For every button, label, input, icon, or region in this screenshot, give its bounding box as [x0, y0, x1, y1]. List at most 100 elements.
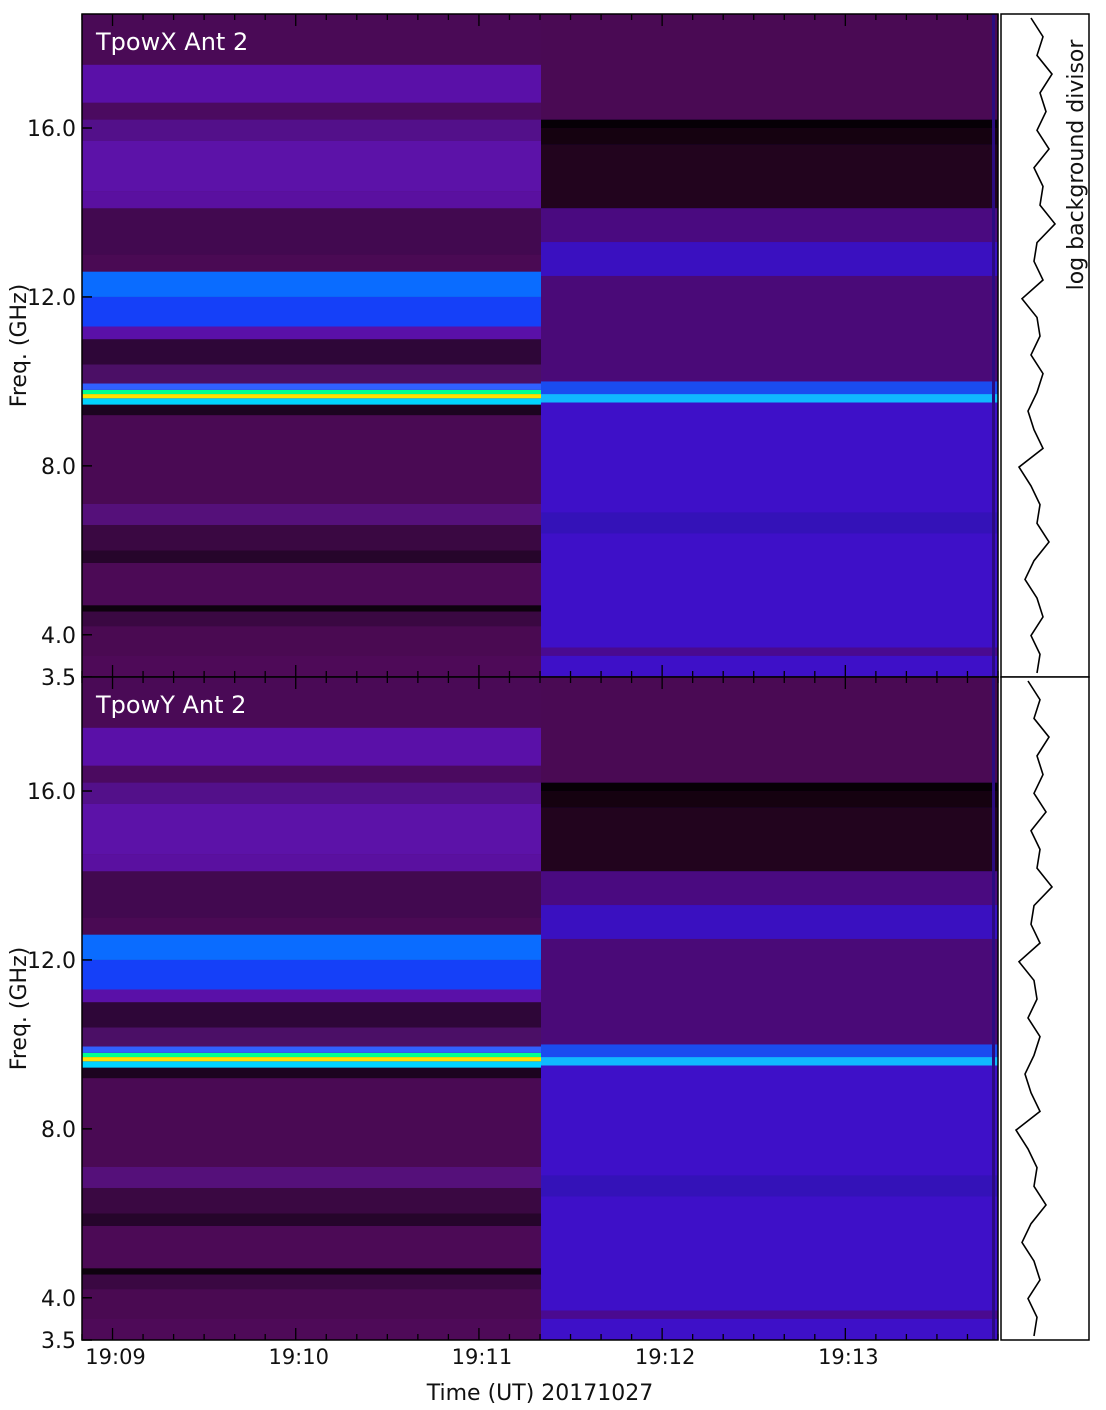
heatmap-band-right — [541, 208, 998, 243]
y-tick-label: 3.5 — [41, 666, 76, 691]
heatmap-band-left — [82, 404, 541, 416]
heatmap-band-right — [541, 381, 998, 395]
heatmap-band-left — [82, 959, 541, 990]
heatmap-band-left — [82, 727, 541, 766]
heatmap-band-left — [82, 64, 541, 103]
heatmap-band-left — [82, 383, 541, 390]
y-axis-label: Freq. (GHz) — [7, 284, 32, 407]
heatmap-band-left — [82, 803, 541, 855]
heatmap-band-right — [541, 1065, 998, 1176]
heatmap-band-right — [541, 791, 998, 808]
heatmap-band-left — [82, 917, 541, 935]
tpowy-panel: TpowY Ant 2 Freq. (GHz) 3.5 4.0 8.0 12.0 16.0 1… — [7, 676, 1090, 1369]
y-tick-label: 16.0 — [27, 780, 76, 805]
heatmap-band-right — [541, 242, 998, 276]
heatmap-band-left — [82, 765, 541, 783]
y-tick-label: 4.0 — [41, 1287, 76, 1312]
heatmap-band-left — [82, 1166, 541, 1188]
heatmap-band-left — [82, 1057, 541, 1062]
y-tick-label: 3.5 — [41, 1329, 76, 1354]
heatmap-band-left — [82, 271, 541, 297]
heatmap-band-right — [541, 1196, 998, 1311]
heatmap-band-left — [82, 1002, 541, 1028]
heatmap-band-left — [82, 1187, 541, 1214]
heatmap-band-right — [541, 647, 998, 656]
y-tick-label: 16.0 — [27, 117, 76, 142]
x-tick-label: 19:13 — [818, 1345, 879, 1369]
heatmap-band-right — [541, 905, 998, 939]
y-tick-label: 12.0 — [27, 949, 76, 974]
heatmap-band-left — [82, 503, 541, 525]
heatmap-band-left — [82, 296, 541, 327]
heatmap-band-left — [82, 254, 541, 272]
heatmap-band-right — [541, 938, 998, 1045]
heatmap-band-left — [82, 854, 541, 872]
heatmap-band-left — [82, 1225, 541, 1269]
heatmap-band-right — [541, 394, 998, 403]
heatmap-band-left — [82, 1052, 541, 1058]
side-panel-frame — [1000, 676, 1090, 1341]
heatmap-band-right — [541, 655, 998, 677]
heatmap-band-left — [82, 934, 541, 960]
panel-label: TpowX Ant 2 — [95, 28, 248, 56]
y-tick-label: 8.0 — [41, 455, 76, 480]
heatmap-band-left — [82, 1046, 541, 1053]
heatmap-band-left — [82, 1061, 541, 1068]
heatmap-band-left — [82, 611, 541, 627]
y-axis-label: Freq. (GHz) — [7, 947, 32, 1070]
heatmap-band-left — [82, 1318, 541, 1340]
heatmap-band-right — [541, 677, 998, 783]
heatmap-band-right — [541, 533, 998, 648]
y-tick-label: 4.0 — [41, 624, 76, 649]
y-tick-label: 8.0 — [41, 1118, 76, 1143]
heatmap-band-left — [82, 1078, 541, 1167]
heatmap-band-left — [82, 989, 541, 1003]
heatmap-band-left — [82, 1274, 541, 1290]
heatmap-band-left — [82, 398, 541, 405]
heatmap-band-left — [82, 389, 541, 395]
heatmap-band-left — [82, 1213, 541, 1226]
heatmap-band-left — [82, 782, 541, 804]
heatmap-band-left — [82, 339, 541, 365]
heatmap-band-left — [82, 326, 541, 340]
heatmap-band-left — [82, 102, 541, 120]
background-divisor-profile — [1014, 680, 1054, 1337]
heatmap-band-right — [541, 871, 998, 906]
side-panel-label: log background divisor — [1064, 39, 1089, 291]
heatmap-band-right — [541, 128, 998, 145]
heatmap-band-right — [541, 119, 998, 129]
heatmap-band-left — [82, 140, 541, 192]
heatmap-band-right — [541, 512, 998, 534]
heatmap-band-left — [82, 1067, 541, 1079]
heatmap-band-right — [541, 402, 998, 513]
heatmap-band-left — [82, 14, 541, 65]
heatmap-band-right — [541, 144, 998, 209]
x-tick-label: 19:12 — [635, 1345, 696, 1369]
heatmap-band-left — [82, 191, 541, 209]
x-tick-label: 19:10 — [268, 1345, 329, 1369]
heatmap-band-left — [82, 550, 541, 563]
x-tick-label: 19:11 — [452, 1345, 513, 1369]
tpowx-panel: log background divisor TpowX Ant 2 Freq. (… — [7, 13, 1090, 691]
heatmap-band-right — [541, 1310, 998, 1319]
heatmap-band-left — [82, 394, 541, 399]
heatmap-band-right — [541, 275, 998, 382]
heatmap-band-right — [541, 807, 998, 872]
y-tick-label: 12.0 — [27, 286, 76, 311]
x-axis-label: Time (UT) 20171027 — [426, 1381, 654, 1406]
heatmap-band-left — [82, 208, 541, 255]
panel-label: TpowY Ant 2 — [95, 691, 246, 719]
heatmap-band-left — [82, 562, 541, 606]
heatmap-band-right — [541, 1175, 998, 1197]
heatmap-band-right — [541, 1044, 998, 1058]
heatmap-band-left — [82, 626, 541, 656]
side-panel-frame — [1000, 13, 1090, 678]
heatmap-band-left — [82, 119, 541, 141]
heatmap-band-left — [82, 871, 541, 918]
heatmap-band-left — [82, 677, 541, 728]
heatmap-band-right — [541, 782, 998, 792]
heatmap-band-right — [541, 1057, 998, 1066]
background-divisor-profile — [1017, 17, 1057, 674]
heatmap-band-right — [541, 14, 998, 120]
